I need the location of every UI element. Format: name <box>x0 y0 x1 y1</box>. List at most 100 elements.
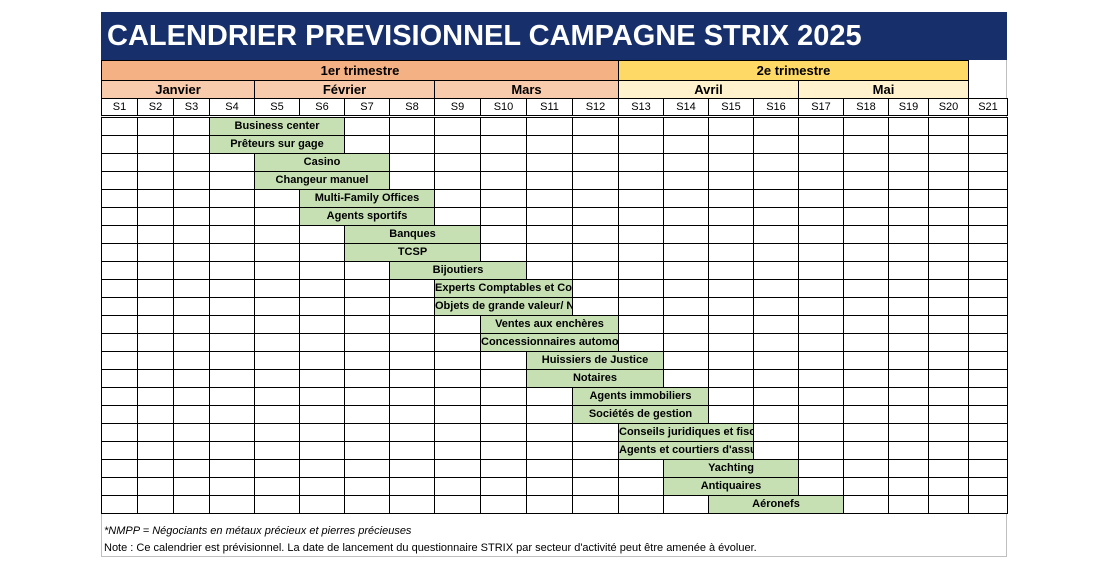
grid-cell <box>888 315 929 334</box>
grid-cell <box>753 423 799 442</box>
grid-cell <box>434 351 481 370</box>
grid-cell <box>101 441 138 460</box>
grid-cell <box>209 351 255 370</box>
grid-cell <box>928 189 969 208</box>
grid-cell <box>254 297 300 316</box>
grid-cell <box>480 117 527 136</box>
grid-cell <box>173 117 210 136</box>
grid-cell <box>888 405 929 424</box>
grid-cell <box>173 333 210 352</box>
grid-cell <box>572 423 619 442</box>
grid-cell <box>344 279 390 298</box>
grid-cell <box>968 441 1008 460</box>
grid-cell <box>888 351 929 370</box>
sector-bar: Objets de grande valeur/ NMPP* <box>434 297 573 316</box>
grid-cell <box>344 351 390 370</box>
grid-cell <box>572 441 619 460</box>
grid-cell <box>618 135 664 154</box>
grid-cell <box>843 153 889 172</box>
grid-cell <box>137 153 174 172</box>
grid-cell <box>101 279 138 298</box>
grid-cell <box>888 171 929 190</box>
grid-cell <box>888 189 929 208</box>
grid-cell <box>968 207 1008 226</box>
grid-cell <box>526 117 573 136</box>
grid-cell <box>708 387 754 406</box>
grid-cell <box>928 477 969 496</box>
grid-cell <box>572 225 619 244</box>
grid-cell <box>928 315 969 334</box>
week-header: S2 <box>137 98 174 116</box>
grid-cell <box>968 297 1008 316</box>
grid-cell <box>753 333 799 352</box>
grid-cell <box>101 153 138 172</box>
grid-cell <box>843 351 889 370</box>
grid-cell <box>753 117 799 136</box>
grid-cell <box>843 477 889 496</box>
grid-cell <box>480 207 527 226</box>
grid-cell <box>101 387 138 406</box>
grid-cell <box>798 333 844 352</box>
grid-cell <box>663 297 709 316</box>
grid-cell <box>526 441 573 460</box>
sector-bar: Agents et courtiers d'assurance <box>618 441 754 460</box>
grid-cell <box>434 117 481 136</box>
grid-cell <box>618 459 664 478</box>
grid-cell <box>843 459 889 478</box>
disclaimer-note: Note : Ce calendrier est prévisionnel. L… <box>104 542 757 554</box>
grid-cell <box>843 225 889 244</box>
grid-cell <box>663 315 709 334</box>
grid-cell <box>618 495 664 514</box>
grid-cell <box>526 477 573 496</box>
sector-bar: Banques <box>344 225 481 244</box>
grid-cell <box>888 441 929 460</box>
grid-cell <box>798 225 844 244</box>
grid-cell <box>843 207 889 226</box>
week-header: S7 <box>344 98 390 116</box>
grid-cell <box>137 189 174 208</box>
sector-bar: Bijoutiers <box>389 261 527 280</box>
grid-cell <box>968 459 1008 478</box>
sector-bar: Sociétés de gestion <box>572 405 709 424</box>
grid-cell <box>968 495 1008 514</box>
grid-cell <box>708 243 754 262</box>
grid-cell <box>209 423 255 442</box>
grid-cell <box>434 477 481 496</box>
grid-cell <box>209 405 255 424</box>
grid-cell <box>299 369 345 388</box>
grid-cell <box>480 153 527 172</box>
grid-cell <box>798 315 844 334</box>
grid-cell <box>344 369 390 388</box>
grid-cell <box>173 297 210 316</box>
grid-cell <box>254 243 300 262</box>
week-header: S16 <box>753 98 799 116</box>
grid-cell <box>618 243 664 262</box>
week-header: S3 <box>173 98 210 116</box>
grid-cell <box>254 351 300 370</box>
grid-cell <box>389 405 435 424</box>
grid-cell <box>344 495 390 514</box>
grid-cell <box>753 261 799 280</box>
grid-cell <box>137 315 174 334</box>
grid-cell <box>389 135 435 154</box>
grid-cell <box>928 153 969 172</box>
grid-cell <box>663 171 709 190</box>
grid-cell <box>434 423 481 442</box>
grid-cell <box>708 261 754 280</box>
grid-cell <box>434 405 481 424</box>
grid-cell <box>798 351 844 370</box>
grid-cell <box>968 189 1008 208</box>
grid-cell <box>173 351 210 370</box>
grid-cell <box>708 117 754 136</box>
sector-bar: Conseils juridiques et fiscaux <box>618 423 754 442</box>
grid-cell <box>101 351 138 370</box>
grid-cell <box>209 459 255 478</box>
grid-cell <box>137 261 174 280</box>
grid-cell <box>708 297 754 316</box>
grid-cell <box>888 297 929 316</box>
grid-cell <box>968 153 1008 172</box>
grid-cell <box>753 225 799 244</box>
grid-cell <box>344 315 390 334</box>
grid-cell <box>663 117 709 136</box>
grid-cell <box>888 423 929 442</box>
